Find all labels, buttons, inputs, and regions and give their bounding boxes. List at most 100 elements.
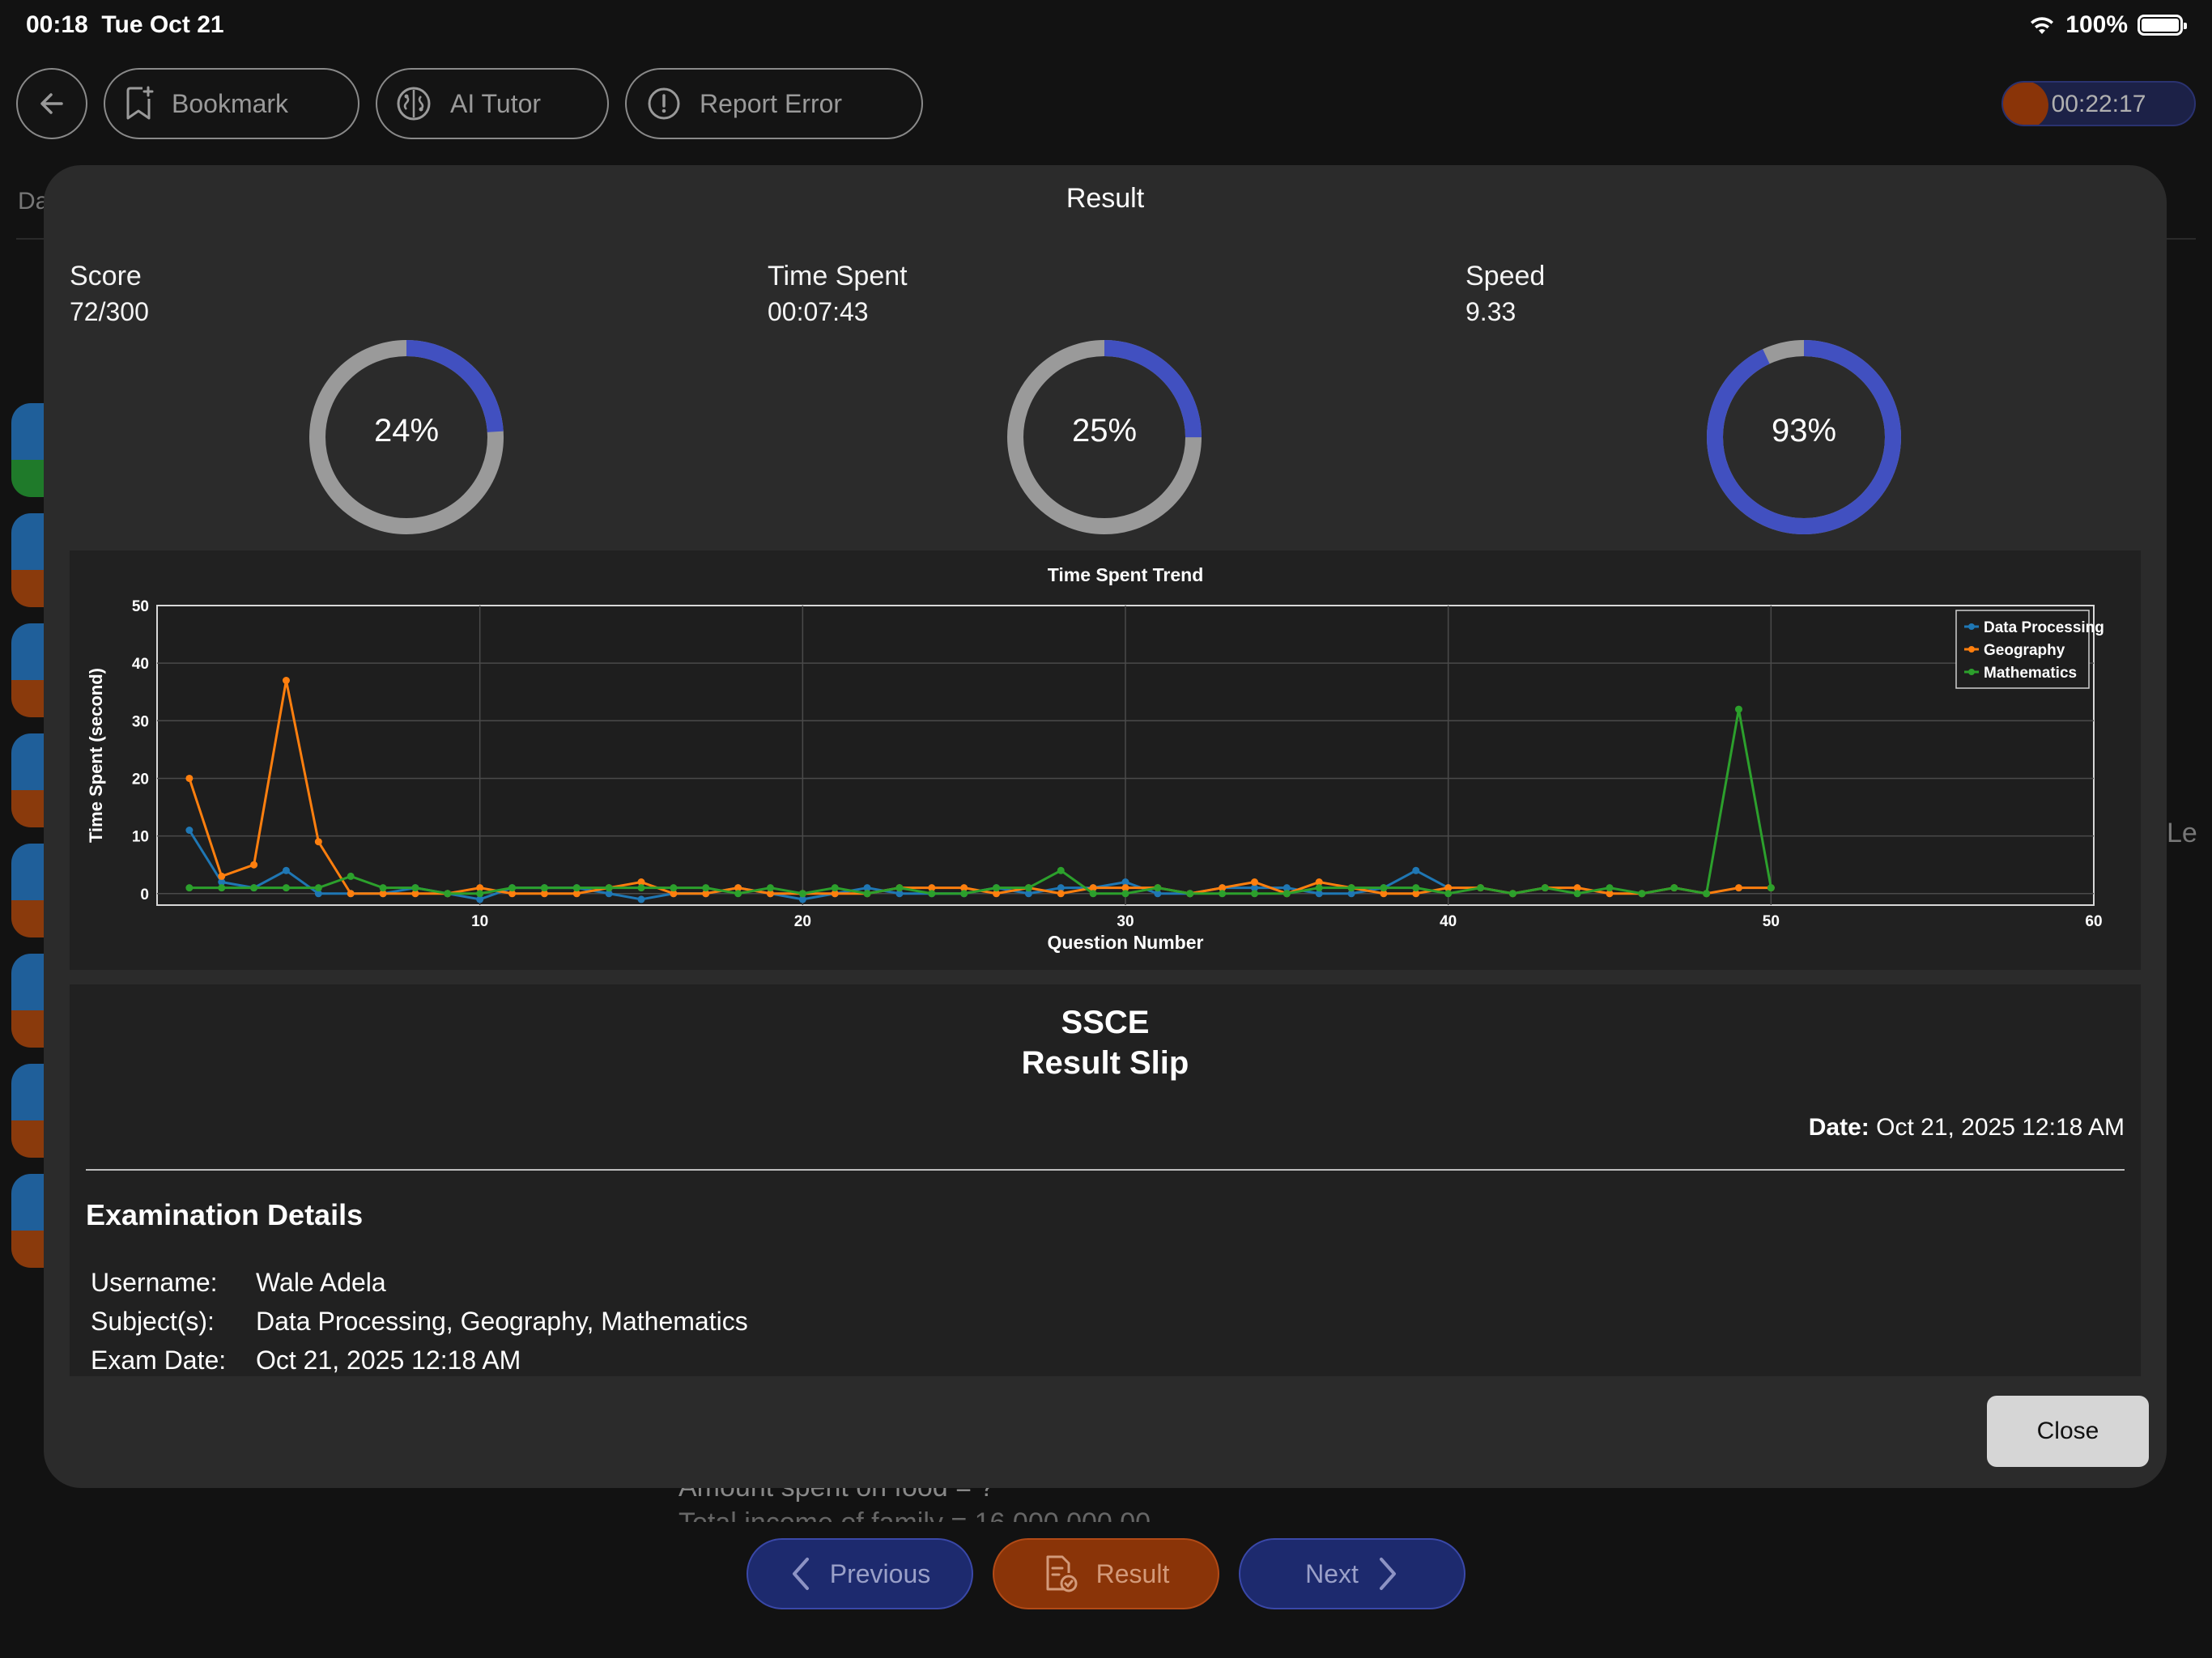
data-point [314, 890, 322, 898]
y-tick-label: 30 [132, 713, 149, 730]
ai-tutor-button[interactable]: AI Tutor [376, 68, 609, 139]
detail-row-exam-date: Exam Date: Oct 21, 2025 12:18 AM [91, 1346, 521, 1375]
data-point [476, 895, 484, 903]
back-button[interactable] [16, 68, 87, 139]
result-label: Result [1095, 1558, 1170, 1588]
next-button[interactable]: Next [1239, 1538, 1465, 1609]
data-point [702, 884, 710, 892]
data-point [1057, 866, 1065, 874]
data-point [1670, 884, 1678, 892]
data-point [928, 884, 936, 892]
slip-date-label: Date: [1808, 1114, 1870, 1141]
data-point [379, 884, 387, 892]
previous-label: Previous [829, 1558, 931, 1588]
modal-title: Result [1066, 183, 1145, 214]
data-point [1154, 890, 1162, 898]
data-point [831, 884, 839, 892]
close-button[interactable]: Close [1987, 1396, 2149, 1467]
speed-value: 9.33 [1465, 297, 1516, 326]
data-point [508, 890, 517, 898]
data-point [1703, 890, 1711, 898]
background-question-line: Total income of family = 16,000,000.00 [678, 1507, 1151, 1522]
data-point [605, 890, 613, 898]
time-spent-value: 00:07:43 [768, 297, 869, 326]
data-point [250, 861, 258, 869]
score-value: 72/300 [70, 297, 149, 326]
chevron-left-icon [792, 1558, 809, 1590]
bookmark-button[interactable]: Bookmark [104, 68, 359, 139]
previous-button[interactable]: Previous [747, 1538, 973, 1609]
data-point [670, 884, 678, 892]
bookmark-add-icon [126, 86, 154, 120]
speed-label: Speed [1465, 261, 1546, 291]
data-point [282, 677, 290, 684]
status-bar: 00:18 Tue Oct 21 100% [0, 0, 2212, 52]
detail-row-username: Username: Wale Adela [91, 1268, 386, 1298]
legend-marker [1968, 646, 1975, 653]
data-point [734, 884, 742, 892]
data-point [1444, 890, 1453, 898]
data-point [1380, 890, 1388, 898]
slip-title-exam: SSCE [1061, 1005, 1150, 1040]
time-spent-donut: 25% [1006, 338, 1203, 536]
status-time: 00:18 Tue Oct 21 [26, 11, 224, 38]
y-tick-label: 10 [132, 829, 149, 846]
alert-circle-icon [648, 87, 680, 120]
y-tick-label: 0 [140, 886, 149, 903]
data-point [1380, 884, 1388, 892]
data-point [218, 878, 226, 886]
data-point [476, 890, 484, 898]
data-point [572, 890, 581, 898]
data-point [314, 838, 322, 846]
data-point [1219, 890, 1227, 898]
data-point [637, 878, 645, 886]
detail-key: Username: [91, 1268, 218, 1297]
data-point [1767, 884, 1775, 892]
data-point [1250, 890, 1258, 898]
data-point [1154, 884, 1162, 892]
data-point [540, 890, 548, 898]
exam-timer: 00:22:17 [2001, 81, 2196, 126]
data-point [605, 884, 613, 892]
brain-icon [397, 87, 431, 121]
data-point [670, 890, 678, 898]
data-point [1250, 884, 1258, 892]
speed-donut: 93% [1705, 338, 1903, 536]
detail-row-subjects: Subject(s): Data Processing, Geography, M… [91, 1307, 748, 1337]
data-point [1412, 884, 1420, 892]
data-point [444, 890, 452, 898]
detail-value: Data Processing, Geography, Mathematics [256, 1307, 748, 1336]
y-tick-label: 20 [132, 771, 149, 788]
data-point [766, 884, 774, 892]
data-point [1734, 705, 1742, 713]
score-percent: 24% [373, 413, 440, 449]
data-point [1541, 884, 1549, 892]
data-point [1412, 866, 1420, 874]
timer-knob [2003, 83, 2048, 125]
legend-entry: Mathematics [1984, 665, 2077, 682]
slip-title: SSCE Result Slip [70, 1002, 2141, 1083]
data-point [993, 890, 1001, 898]
battery-percent: 100% [2065, 11, 2128, 38]
data-point [1734, 884, 1742, 892]
x-tick-label: 40 [1440, 913, 1457, 930]
result-button[interactable]: Result [993, 1538, 1219, 1609]
data-point [1638, 890, 1646, 898]
data-point [185, 884, 194, 892]
data-point [798, 895, 806, 903]
time-spent-stat: Time Spent 00:07:43 [768, 261, 908, 327]
data-point [1057, 890, 1065, 898]
document-check-icon [1046, 1555, 1078, 1592]
wifi-icon [2031, 17, 2054, 34]
time-spent-chart: 10 20 30 40 50 60 0 10 20 30 40 50 Time Spent Trend Q… [70, 551, 2141, 970]
data-point [1219, 884, 1227, 892]
data-point [960, 884, 968, 892]
result-modal: Result Score 72/300 Time Spent 00:07:43 … [44, 165, 2167, 1488]
slip-date-value: Oct 21, 2025 12:18 AM [1876, 1114, 2125, 1141]
y-tick-label: 40 [132, 656, 149, 673]
result-slip: SSCE Result Slip Date: Oct 21, 2025 12:1… [70, 984, 2141, 1376]
data-point [379, 890, 387, 898]
chart-title: Time Spent Trend [1048, 564, 1204, 585]
data-point [314, 884, 322, 892]
report-error-button[interactable]: Report Error [625, 68, 923, 139]
